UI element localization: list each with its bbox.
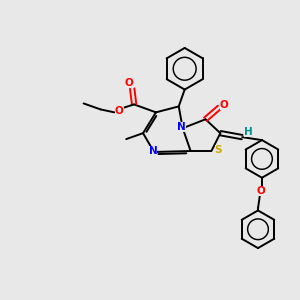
Text: N: N: [148, 146, 157, 156]
Text: O: O: [125, 78, 134, 88]
Text: S: S: [214, 145, 222, 155]
Text: O: O: [256, 186, 265, 196]
Text: H: H: [244, 127, 253, 137]
Text: O: O: [115, 106, 124, 116]
Text: O: O: [220, 100, 229, 110]
Text: N: N: [177, 122, 186, 132]
